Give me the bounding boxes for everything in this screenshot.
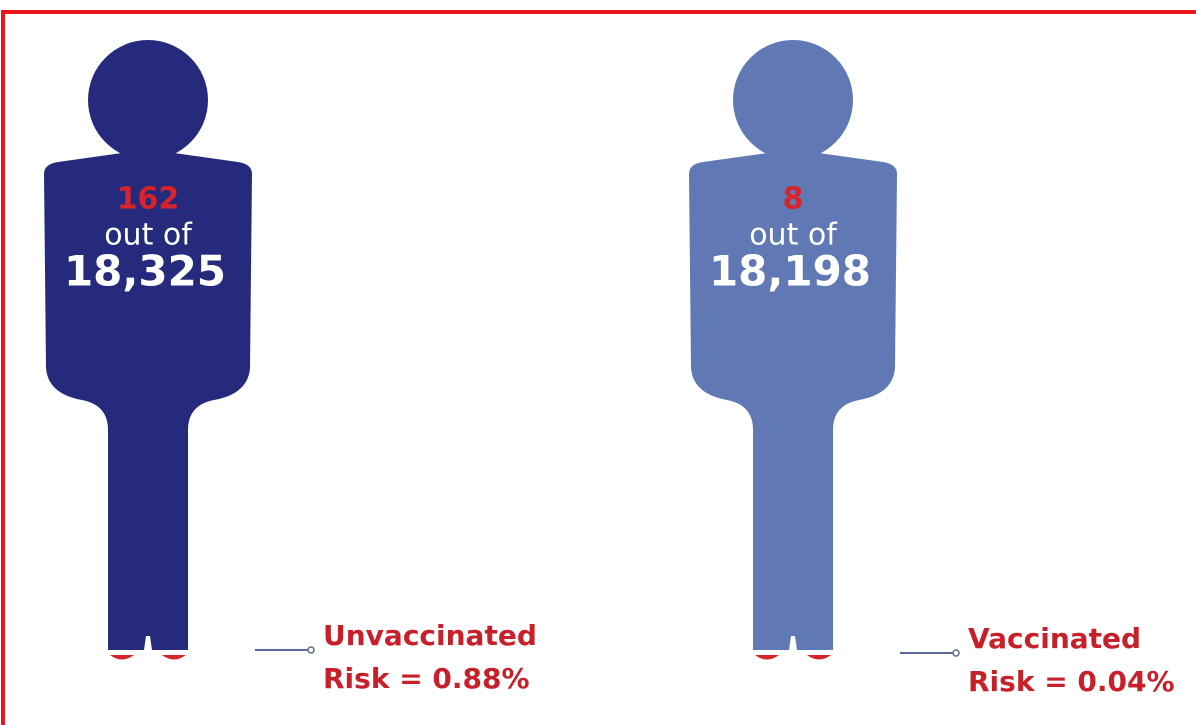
count: 8 [783,182,804,217]
connector-dot [952,649,960,657]
risk-label: Risk = 0.88% [323,662,530,695]
total: 18,325 [64,247,226,296]
risk-label: Risk = 0.04% [968,665,1175,698]
person-body [689,153,897,650]
total: 18,198 [709,247,871,296]
count: 162 [117,182,180,217]
foot [162,655,186,660]
connector-dot [307,646,315,654]
person-head [733,40,853,160]
person-body [44,153,252,650]
foot [807,655,831,660]
group-label: Unvaccinated [323,619,537,652]
foot [755,655,779,660]
group-label: Vaccinated [968,622,1141,655]
person-head [88,40,208,160]
out-of: out of [749,218,838,253]
foot [110,655,134,660]
out-of: out of [104,218,193,253]
